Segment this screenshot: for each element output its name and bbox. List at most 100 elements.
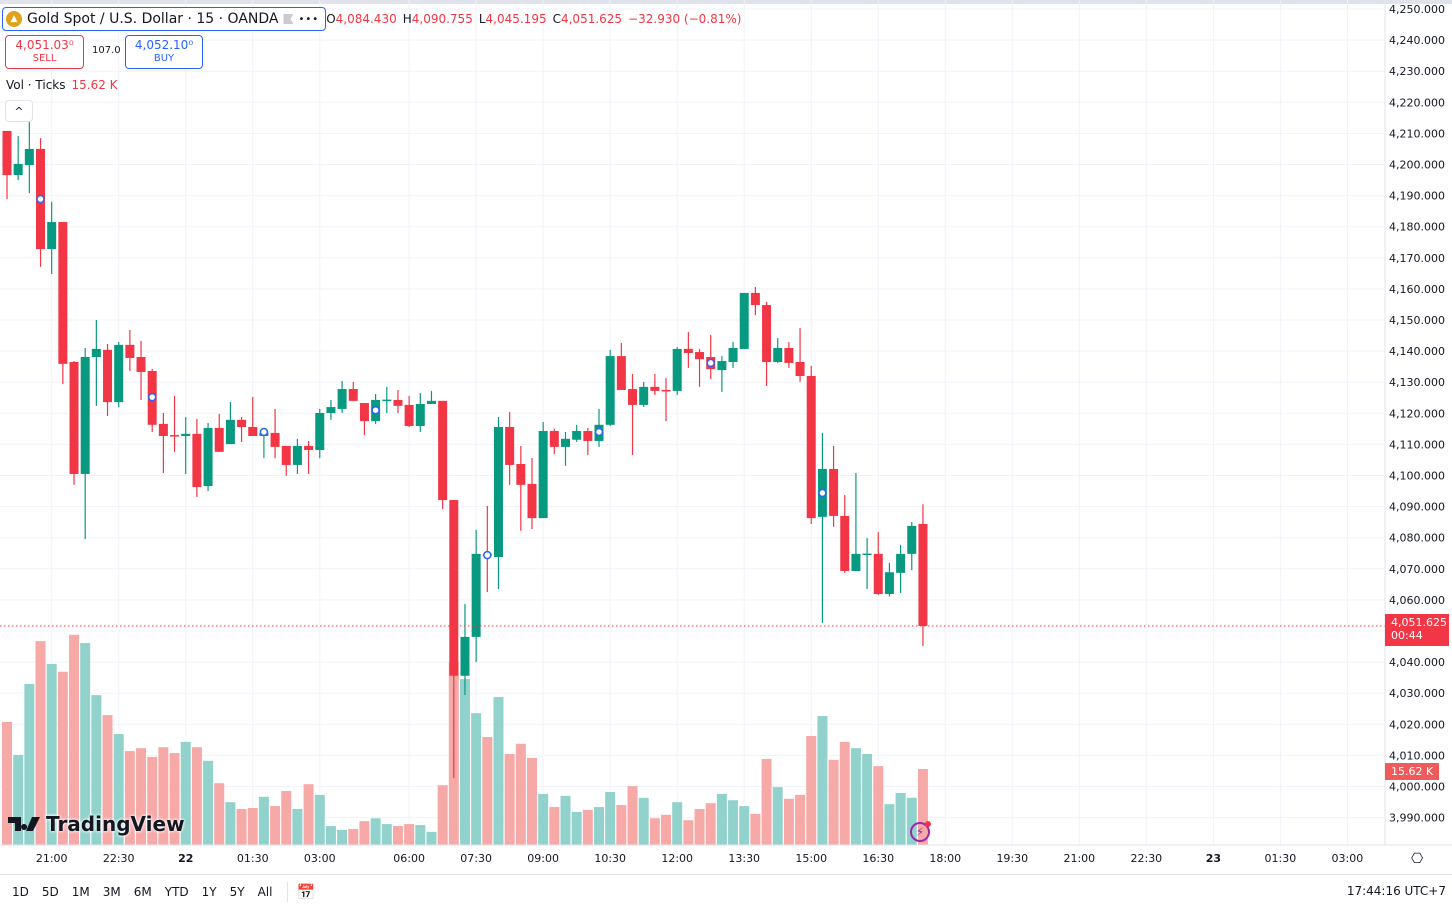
- volume-bar: [850, 748, 861, 845]
- clock[interactable]: 17:44:16 UTC+7: [1346, 884, 1446, 898]
- range-1d[interactable]: 1D: [12, 885, 29, 899]
- volume-bar: [359, 821, 370, 845]
- range-5y[interactable]: 5Y: [229, 885, 245, 899]
- price-tick-label: 4,040.000: [1389, 656, 1445, 669]
- volume-bar: [415, 825, 426, 845]
- time-tick-label: 12:00: [661, 852, 693, 865]
- range-1y[interactable]: 1Y: [201, 885, 217, 899]
- candle-body: [237, 419, 247, 427]
- volume-bar: [124, 751, 135, 845]
- event-marker-icon[interactable]: [36, 194, 45, 204]
- volume-bar: [292, 808, 303, 845]
- flag-icon[interactable]: [283, 14, 294, 24]
- candle-body: [326, 407, 336, 413]
- price-tick-label: 4,100.000: [1389, 470, 1445, 483]
- candle-body: [661, 389, 671, 392]
- volume-bar: [392, 826, 403, 845]
- volume-bar: [806, 736, 817, 845]
- volume-bar: [225, 802, 236, 845]
- volume-bar: [214, 783, 225, 845]
- price-tick-label: 4,030.000: [1389, 687, 1445, 700]
- volume-bar: [314, 794, 325, 845]
- price-tick-label: 4,110.000: [1389, 438, 1445, 451]
- volume-bar: [169, 753, 180, 845]
- buy-button[interactable]: 4,052.10⁰ BUY: [125, 35, 203, 69]
- event-markers[interactable]: [36, 194, 827, 560]
- settings-icon[interactable]: ⎔: [1411, 851, 1424, 867]
- more-icon[interactable]: •••: [298, 13, 320, 25]
- event-marker-icon[interactable]: [259, 427, 269, 437]
- volume-bar: [772, 787, 783, 845]
- range-ytd[interactable]: YTD: [164, 885, 189, 899]
- candle-body: [896, 553, 906, 573]
- price-tick-label: 4,120.000: [1389, 407, 1445, 420]
- event-marker-icon[interactable]: [818, 488, 827, 498]
- last-volume-label: 15.62 K: [1385, 763, 1439, 780]
- volume-bar: [504, 754, 515, 845]
- time-tick-label: 13:30: [728, 852, 760, 865]
- volume-bar: [594, 807, 605, 845]
- volume-bar: [35, 641, 46, 845]
- price-tick-label: 4,020.000: [1389, 718, 1445, 731]
- candle-body: [393, 399, 403, 406]
- time-tick-label: 23: [1206, 852, 1221, 865]
- legend-header: ▲ Gold Spot / U.S. Dollar · 15 · OANDA •…: [2, 7, 741, 31]
- event-marker-icon[interactable]: [594, 427, 604, 437]
- candle-body: [181, 433, 191, 437]
- volume-bar: [906, 797, 917, 845]
- tradingview-logo[interactable]: TradingView: [8, 812, 185, 836]
- candle-body: [24, 148, 34, 166]
- range-6m[interactable]: 6M: [133, 885, 152, 899]
- volume-bar: [459, 679, 470, 845]
- volume-bar: [627, 786, 638, 845]
- volume-bar: [348, 828, 359, 845]
- lightning-icon[interactable]: ⚡: [910, 821, 931, 842]
- candle-body: [404, 404, 414, 427]
- volume-bar: [661, 814, 672, 845]
- range-1m[interactable]: 1M: [71, 885, 90, 899]
- candle-body: [862, 553, 872, 556]
- buy-label: BUY: [153, 53, 175, 64]
- price-tick-label: 4,080.000: [1389, 532, 1445, 545]
- event-marker-icon[interactable]: [371, 405, 380, 415]
- candle-body: [873, 553, 883, 594]
- event-marker-icon[interactable]: [706, 358, 715, 368]
- sell-button[interactable]: 4,051.03⁰ SELL: [5, 35, 84, 69]
- price-tick-label: 4,180.000: [1389, 221, 1445, 234]
- price-tick-label: 4,170.000: [1389, 252, 1445, 265]
- range-5d[interactable]: 5D: [41, 885, 59, 899]
- event-marker-icon[interactable]: [147, 392, 157, 402]
- price-tick-label: 4,130.000: [1389, 376, 1445, 389]
- volume-bar: [203, 760, 214, 845]
- candle-body: [650, 386, 660, 391]
- volume-bar: [325, 826, 336, 845]
- price-tick-label: 4,150.000: [1389, 314, 1445, 327]
- time-tick-label: 06:00: [393, 852, 425, 865]
- volume-bar: [147, 756, 158, 845]
- go-to-date-icon[interactable]: 📅: [296, 883, 316, 901]
- candle-body: [270, 432, 280, 447]
- volume-bar: [828, 759, 839, 845]
- time-axis[interactable]: 21:00 22:30 22 01:30 03:00 06:00 07:30 09:00 10:…: [36, 852, 1363, 865]
- volume-legend[interactable]: Vol · Ticks 15.62 K: [6, 78, 118, 92]
- volume-bar: [783, 798, 794, 845]
- candle-body: [438, 400, 448, 501]
- price-tick-label: 4,220.000: [1389, 96, 1445, 109]
- symbol-button[interactable]: ▲ Gold Spot / U.S. Dollar · 15 · OANDA •…: [2, 7, 327, 31]
- time-tick-label: 07:30: [460, 852, 492, 865]
- price-tick-label: 4,210.000: [1389, 127, 1445, 140]
- volume-bar: [649, 818, 660, 845]
- price-axis[interactable]: 4,250.000 4,240.000 4,230.000 4,220.000 4,21…: [1389, 3, 1445, 825]
- candle-body: [639, 386, 649, 405]
- event-marker-icon[interactable]: [483, 550, 492, 560]
- candle-body: [337, 389, 347, 409]
- candle-body: [784, 347, 794, 363]
- range-all[interactable]: All: [257, 885, 273, 899]
- candle-body: [829, 468, 839, 516]
- candle-body: [203, 427, 213, 487]
- range-3m[interactable]: 3M: [102, 885, 121, 899]
- price-tick-label: 4,070.000: [1389, 563, 1445, 576]
- collapse-legend-button[interactable]: ^: [5, 100, 33, 122]
- candle-body: [158, 423, 168, 437]
